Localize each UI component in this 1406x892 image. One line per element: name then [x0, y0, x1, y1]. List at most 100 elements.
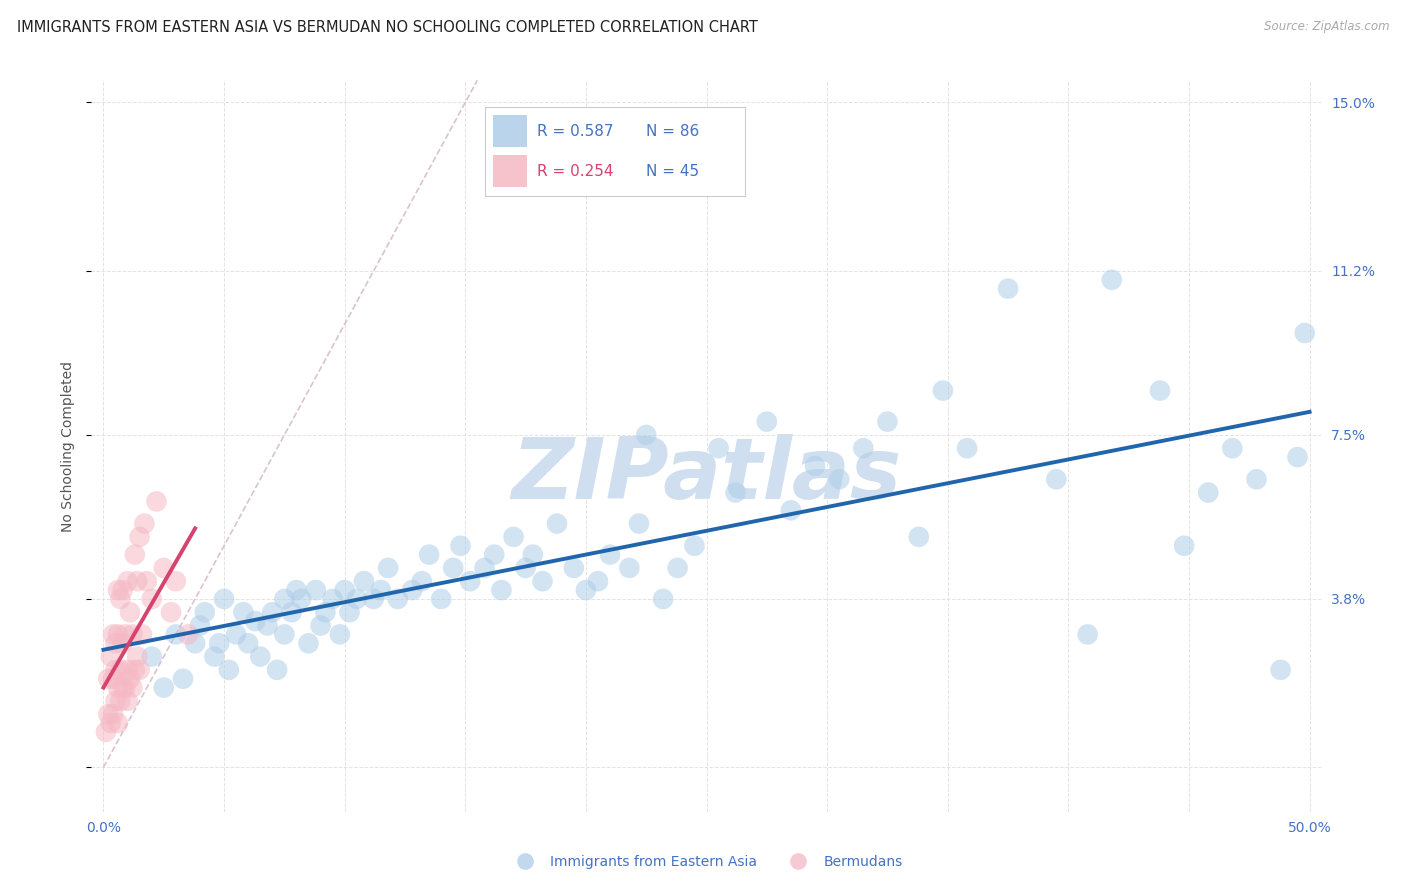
Point	[852, 441, 875, 455]
Point	[599, 548, 621, 562]
Point	[131, 627, 153, 641]
Point	[546, 516, 568, 531]
Point	[117, 574, 139, 589]
Point	[111, 681, 134, 695]
Point	[128, 663, 150, 677]
Point	[152, 681, 174, 695]
Point	[238, 636, 260, 650]
Point	[474, 561, 496, 575]
Point	[724, 485, 747, 500]
Point	[114, 627, 136, 641]
Point	[110, 694, 132, 708]
Point	[177, 627, 200, 641]
Point	[273, 627, 295, 641]
Bar	[494, 155, 527, 187]
Point	[1045, 472, 1067, 486]
Point	[666, 561, 689, 575]
Point	[1173, 539, 1195, 553]
Point	[322, 591, 344, 606]
Point	[256, 618, 278, 632]
Point	[1149, 384, 1171, 398]
Point	[1286, 450, 1309, 464]
Point	[212, 591, 235, 606]
Point	[100, 716, 122, 731]
Point	[249, 649, 271, 664]
Text: ZIPatlas: ZIPatlas	[512, 434, 901, 516]
Point	[107, 583, 129, 598]
Point	[262, 605, 284, 619]
Point	[110, 663, 132, 677]
Point	[804, 458, 827, 473]
Point	[562, 561, 585, 575]
Point	[1270, 663, 1292, 677]
Point	[225, 627, 247, 641]
Point	[107, 681, 129, 695]
Point	[956, 441, 979, 455]
Point	[135, 574, 157, 589]
Point	[111, 636, 134, 650]
Point	[828, 472, 851, 486]
Point	[290, 591, 312, 606]
Point	[418, 548, 440, 562]
Point	[172, 672, 194, 686]
Point	[152, 561, 174, 575]
Point	[997, 282, 1019, 296]
Point	[1077, 627, 1099, 641]
Text: R = 0.587: R = 0.587	[537, 124, 613, 138]
Point	[353, 574, 375, 589]
Point	[273, 591, 295, 606]
Point	[232, 605, 254, 619]
Text: Source: ZipAtlas.com: Source: ZipAtlas.com	[1264, 20, 1389, 33]
Point	[165, 574, 187, 589]
Point	[876, 415, 898, 429]
Point	[118, 672, 141, 686]
Text: IMMIGRANTS FROM EASTERN ASIA VS BERMUDAN NO SCHOOLING COMPLETED CORRELATION CHAR: IMMIGRANTS FROM EASTERN ASIA VS BERMUDAN…	[17, 20, 758, 35]
Point	[363, 591, 385, 606]
Point	[346, 591, 368, 606]
Point	[101, 707, 124, 722]
Point	[932, 384, 955, 398]
Point	[1222, 441, 1244, 455]
Point	[449, 539, 471, 553]
Point	[97, 707, 120, 722]
Point	[121, 681, 143, 695]
Point	[1101, 273, 1123, 287]
Point	[522, 548, 544, 562]
Point	[314, 605, 336, 619]
Point	[297, 636, 319, 650]
Point	[101, 627, 124, 641]
Point	[110, 591, 132, 606]
Point	[188, 618, 211, 632]
Point	[128, 530, 150, 544]
Y-axis label: No Schooling Completed: No Schooling Completed	[60, 360, 75, 532]
Point	[104, 694, 127, 708]
Point	[329, 627, 352, 641]
Point	[101, 672, 124, 686]
Point	[531, 574, 554, 589]
Point	[100, 649, 122, 664]
Point	[441, 561, 464, 575]
Point	[124, 548, 146, 562]
Text: N = 45: N = 45	[647, 164, 699, 178]
Point	[1294, 326, 1316, 340]
Point	[145, 494, 167, 508]
Point	[285, 583, 308, 598]
Point	[907, 530, 929, 544]
Text: R = 0.254: R = 0.254	[537, 164, 613, 178]
Point	[127, 649, 149, 664]
Legend: Immigrants from Eastern Asia, Bermudans: Immigrants from Eastern Asia, Bermudans	[505, 849, 908, 874]
Point	[97, 672, 120, 686]
Point	[707, 441, 730, 455]
Point	[333, 583, 356, 598]
Point	[121, 627, 143, 641]
Point	[127, 574, 149, 589]
Point	[339, 605, 361, 619]
Point	[107, 627, 129, 641]
Point	[134, 516, 156, 531]
Point	[377, 561, 399, 575]
Point	[502, 530, 524, 544]
Point	[266, 663, 288, 677]
Point	[575, 583, 598, 598]
Point	[118, 605, 141, 619]
Point	[165, 627, 187, 641]
